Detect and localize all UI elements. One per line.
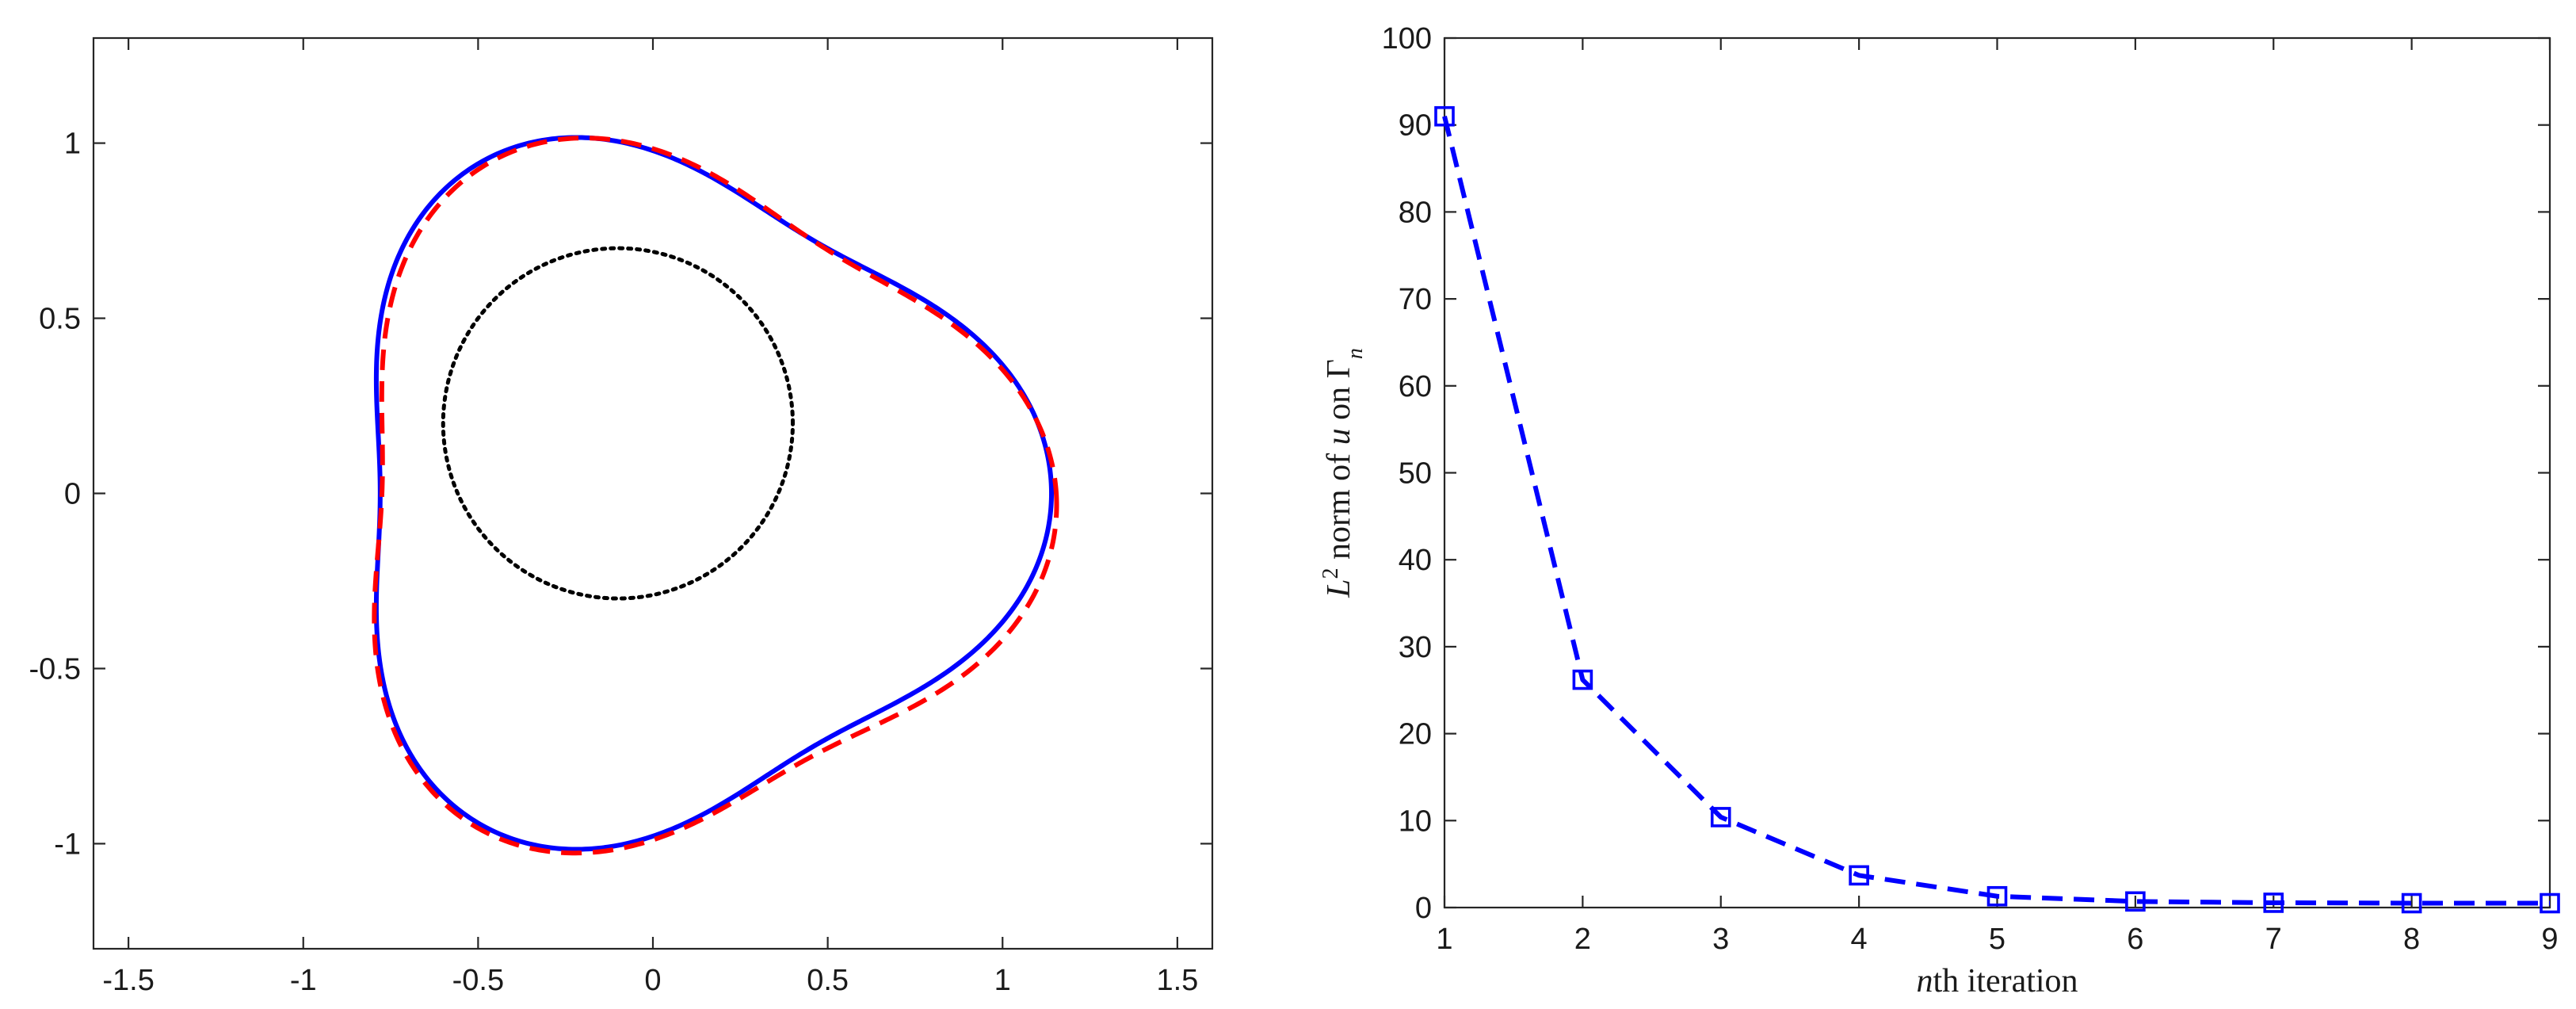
data-point <box>1434 105 1455 127</box>
series-line-1 <box>1442 116 2550 906</box>
y-tick-label: -0.5 <box>29 652 81 686</box>
x-tick-label: 5 <box>1989 923 2005 956</box>
data-point <box>1986 885 2008 907</box>
x-tick-label: -0.5 <box>452 964 504 997</box>
data-point <box>2401 892 2422 914</box>
x-tick-label: 0.5 <box>807 964 849 997</box>
x-tick-label: 9 <box>2541 923 2558 956</box>
y-tick-label: 90 <box>1399 109 1432 143</box>
axes-box <box>92 36 1214 950</box>
y-tick-label: -1 <box>54 827 81 861</box>
x-tick-label: 0 <box>644 964 661 997</box>
data-point <box>1710 807 1731 827</box>
y-tick-label: 0 <box>1415 892 1432 925</box>
data-point <box>1849 865 1869 886</box>
y-tick-label: 70 <box>1399 283 1432 316</box>
x-tick-label: 3 <box>1712 923 1729 956</box>
x-tick-label: 1 <box>994 964 1011 997</box>
y-tick-label: 60 <box>1399 370 1432 403</box>
series-line-1 <box>373 135 1055 852</box>
axes-box <box>1443 36 2551 909</box>
x-tick-label: 4 <box>1851 923 1868 956</box>
series-line-3 <box>441 246 795 601</box>
data-point <box>2125 891 2146 912</box>
x-tick-label: -1.5 <box>102 964 154 997</box>
x-tick-label: -1 <box>290 964 317 997</box>
y-tick-label: 50 <box>1399 457 1432 491</box>
chart-1: -1.5 -1 -0.5 0 0.5 1 1.5 -1 -0.5 0 0.5 1 <box>29 36 1214 997</box>
y-tick-label: 0 <box>64 478 81 511</box>
x-tick-label: 1 <box>1436 923 1452 956</box>
series-line-2 <box>372 136 1059 856</box>
y-tick-label: 100 <box>1382 22 1432 55</box>
y-tick-label: 1 <box>64 128 81 161</box>
x-tick-label: 8 <box>2403 923 2420 956</box>
y-tick-label: 20 <box>1399 718 1432 751</box>
x-tick-label: 1.5 <box>1156 964 1198 997</box>
y-tick-label: 80 <box>1399 196 1432 229</box>
y-tick-label: 40 <box>1399 544 1432 577</box>
data-point <box>2540 892 2560 914</box>
x-tick-label: 7 <box>2265 923 2282 956</box>
x-tick-label: 6 <box>2127 923 2143 956</box>
y-axis-label: L2 norm of u on Γn <box>1319 348 1368 598</box>
data-point <box>1572 669 1593 690</box>
data-point <box>2263 892 2284 913</box>
y-tick-label: 0.5 <box>39 303 81 336</box>
x-axis-label: nth iteration <box>1916 963 2078 999</box>
x-tick-label: 2 <box>1574 923 1591 956</box>
y-tick-label: 10 <box>1399 805 1432 838</box>
y-tick-label: 30 <box>1399 631 1432 664</box>
